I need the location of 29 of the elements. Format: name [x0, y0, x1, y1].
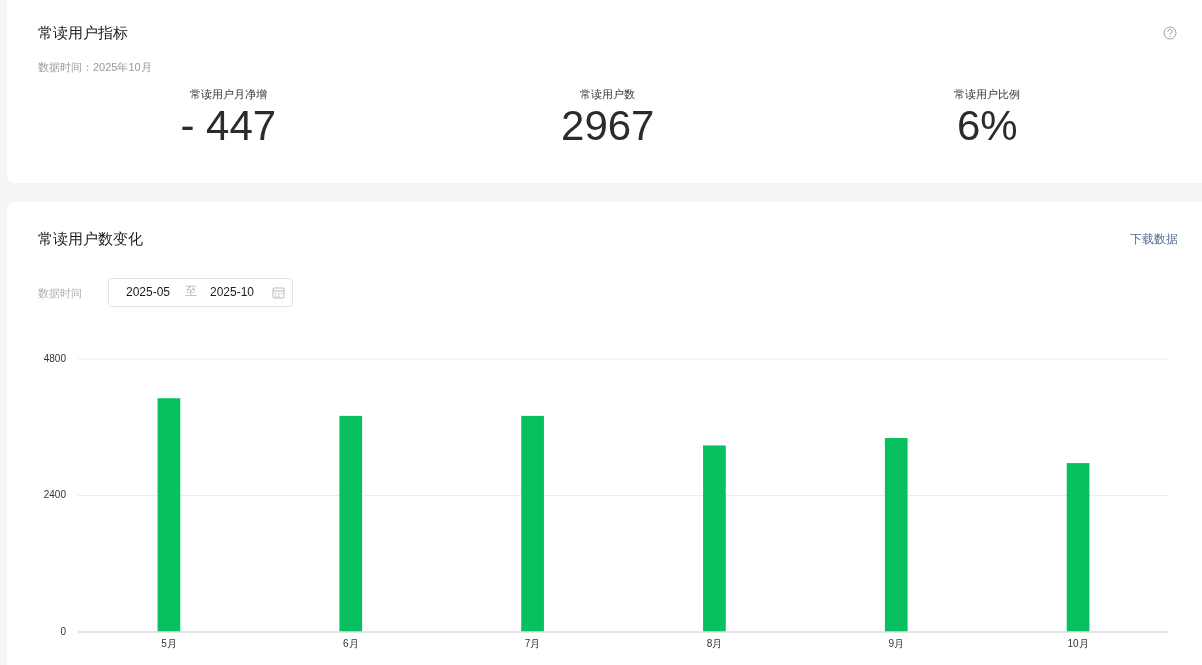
text: 2025-05	[125, 285, 171, 300]
text: 常读用户月净增	[189, 87, 267, 100]
y-tick-label: 4800	[43, 352, 67, 364]
text: 下载数据	[1130, 232, 1178, 247]
text: 常读用户数	[580, 87, 636, 100]
bar	[157, 398, 181, 632]
bar	[703, 445, 726, 632]
x-tick-label: 5月	[161, 637, 177, 649]
bar	[339, 415, 363, 632]
chart-title: 常读用户数变化	[38, 229, 143, 247]
bar	[521, 415, 544, 632]
text: - 447	[180, 102, 277, 150]
x-tick-label: 10月	[1067, 637, 1089, 649]
text: 2967	[561, 102, 655, 150]
text: 至	[185, 284, 197, 299]
text: 常读用户指标	[38, 23, 128, 41]
bar	[884, 438, 908, 632]
text: 数据时间	[38, 286, 82, 299]
bar	[1066, 463, 1090, 632]
x-tick-label: 6月	[342, 637, 359, 649]
y-tick-label: 2400	[43, 489, 67, 501]
text: 数据时间：2025年10月	[38, 60, 152, 73]
x-tick-label: 8月	[706, 637, 723, 649]
text: 常读用户比例	[954, 87, 1021, 100]
y-tick-label: 0	[60, 625, 67, 637]
x-tick-label: 7月	[524, 637, 541, 649]
text: 2025-10	[209, 285, 255, 300]
text: 6%	[956, 102, 1018, 150]
x-tick-label: 9月	[888, 637, 905, 649]
